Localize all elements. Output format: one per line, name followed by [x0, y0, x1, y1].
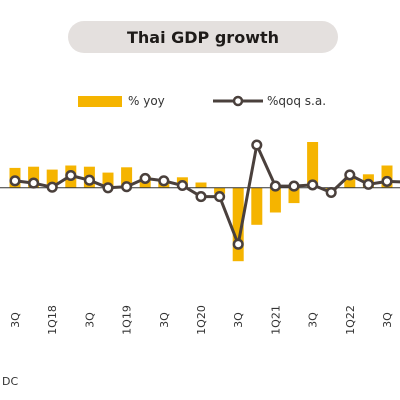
point-qoq — [158, 175, 170, 187]
bar-yoy — [214, 187, 226, 194]
point-qoq — [232, 238, 244, 250]
point-qoq — [139, 172, 151, 184]
x-tick-label: 1Q22 — [344, 305, 357, 335]
legend-label-qoq: %qoq s.a. — [267, 94, 327, 108]
bar-yoy — [251, 187, 263, 225]
legend-line-swatch — [213, 95, 263, 107]
point-qoq — [65, 169, 77, 182]
point-qoq — [344, 169, 356, 181]
bar-series-yoy — [9, 142, 393, 262]
source-fragment: DC — [2, 375, 19, 388]
x-tick-label: 1Q18 — [46, 305, 59, 335]
point-qoq — [83, 174, 95, 186]
legend-bar-swatch — [78, 95, 122, 107]
legend-item-yoy: % yoy — [78, 94, 165, 108]
bar-yoy — [307, 142, 319, 188]
point-qoq — [121, 181, 133, 193]
bar-yoy — [269, 187, 281, 213]
point-qoq — [28, 177, 40, 189]
legend-item-qoq: %qoq s.a. — [213, 94, 326, 108]
x-tick-labels: 3Q 1Q18 3Q 1Q19 3Q 1Q20 3Q 1Q21 3Q 1Q22 3Q — [9, 305, 394, 335]
x-tick-label: 3Q — [9, 312, 22, 328]
bar-yoy — [232, 187, 244, 262]
point-qoq — [102, 182, 114, 194]
x-tick-label: 3Q — [307, 312, 320, 328]
x-tick-label: 3Q — [381, 312, 394, 328]
bar-yoy — [46, 169, 58, 188]
point-qoq — [381, 175, 393, 187]
point-qoq — [288, 180, 300, 192]
x-tick-label: 3Q — [158, 312, 171, 328]
chart-title: Thai GDP growth — [126, 27, 280, 47]
bar-yoy — [102, 172, 114, 188]
x-tick-label: 1Q19 — [121, 305, 134, 335]
chart-title-pill: Thai GDP growth — [68, 21, 338, 53]
point-qoq — [362, 178, 374, 190]
bar-yoy — [344, 177, 356, 188]
point-qoq — [46, 181, 58, 193]
point-qoq — [251, 139, 263, 151]
bar-yoy — [121, 167, 133, 188]
point-qoq — [176, 179, 188, 192]
line-qoq — [14, 143, 400, 246]
bar-yoy — [28, 166, 40, 188]
bar-yoy — [288, 187, 300, 204]
x-tick-label: 1Q21 — [269, 305, 282, 335]
bar-yoy — [195, 182, 207, 188]
legend-label-yoy: % yoy — [128, 94, 165, 108]
point-qoq — [307, 179, 319, 191]
x-tick-label: 1Q20 — [195, 305, 208, 335]
chart-legend: % yoy %qoq s.a. — [0, 94, 400, 114]
point-qoq — [195, 191, 207, 203]
point-qoq — [269, 180, 281, 192]
point-qoq — [9, 175, 21, 187]
x-tick-label: 3Q — [232, 312, 245, 328]
point-qoq — [214, 191, 226, 203]
line-series-qoq — [9, 139, 400, 250]
point-qoq — [325, 186, 337, 199]
x-tick-label: 3Q — [83, 312, 96, 328]
